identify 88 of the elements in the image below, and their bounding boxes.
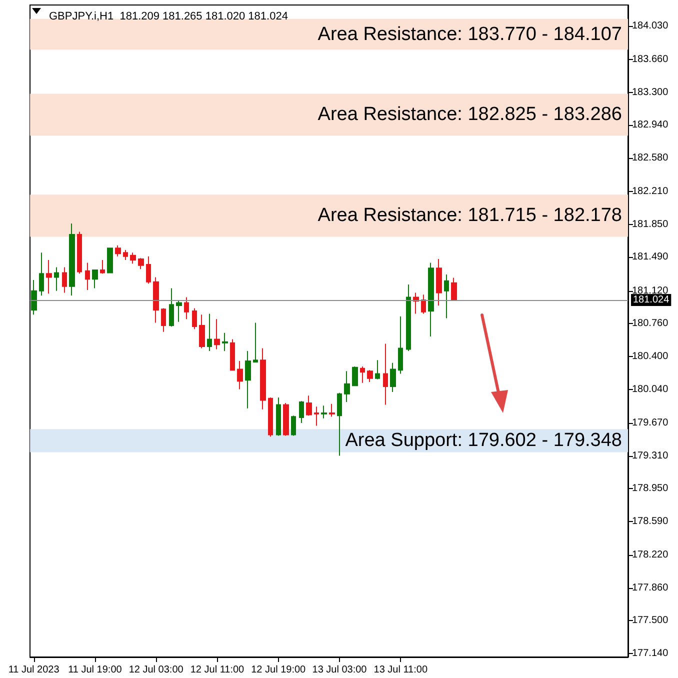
- candlestick: [428, 262, 434, 337]
- y-tick-label: 177.140: [632, 648, 669, 659]
- y-tick-label: 181.490: [632, 252, 669, 263]
- y-tick-label: 182.580: [632, 152, 669, 164]
- text: GBPJPY.i,H1 181.209 181.265 181.020 181.024: [49, 10, 288, 22]
- x-tick-label: 12 Jul 19:00: [251, 664, 306, 676]
- candlestick: [153, 276, 159, 324]
- candlestick: [85, 262, 90, 291]
- y-tick-label: 178.220: [632, 550, 669, 561]
- candlestick: [291, 415, 296, 436]
- candlestick: [62, 266, 67, 294]
- candlestick: [390, 362, 396, 393]
- candlestick: [123, 249, 128, 260]
- candlestick: [77, 231, 82, 274]
- candlestick: [92, 269, 98, 289]
- y-tick-label: 177.860: [632, 582, 669, 594]
- candlestick: [237, 360, 243, 390]
- y-tick-label: 184.030: [632, 20, 669, 32]
- candlestick: [176, 300, 182, 322]
- candlestick: [31, 280, 37, 316]
- band-label: Area Resistance: 183.770 - 184.107: [318, 24, 622, 45]
- y-tick-label: 180.400: [632, 350, 669, 362]
- y-tick-label: 183.300: [632, 86, 669, 98]
- y-tick-label: 183.660: [632, 54, 669, 66]
- candlestick: [436, 258, 442, 306]
- y-tick-label: 180.760: [632, 318, 669, 330]
- candlestick: [329, 403, 335, 418]
- candlestick: [199, 314, 205, 349]
- candlestick: [283, 402, 289, 436]
- candlestick: [344, 370, 350, 403]
- candlestick: [54, 266, 59, 292]
- candlestick: [398, 316, 403, 374]
- y-tick-label: 182.210: [632, 186, 669, 198]
- x-tick-label: 11 Jul 19:00: [68, 664, 122, 676]
- candlestick: [69, 223, 75, 296]
- candlestick: [245, 350, 251, 409]
- candlestick: [276, 396, 281, 436]
- candlestick: [46, 259, 52, 294]
- y-tick-label: 180.040: [632, 384, 669, 395]
- candlestick: [383, 343, 388, 406]
- candlestick: [39, 252, 44, 296]
- candlestick: [299, 400, 304, 424]
- y-tick-label: 179.310: [632, 450, 669, 462]
- candlestick: [306, 395, 312, 416]
- x-tick-label: 12 Jul 03:00: [128, 664, 184, 676]
- candlestick: [230, 338, 235, 371]
- candlestick: [375, 360, 380, 380]
- candlestick: [451, 277, 457, 301]
- band-label: Area Resistance: 181.715 - 182.178: [318, 205, 622, 226]
- candlestick: [406, 284, 411, 352]
- band-label: Area Support: 179.602 - 179.348: [345, 430, 622, 452]
- candlestick: [115, 244, 121, 257]
- candlestick: [321, 405, 327, 419]
- x-tick-label: 13 Jul 03:00: [312, 664, 368, 676]
- candlestick: [444, 274, 449, 319]
- candlestick: [146, 256, 151, 284]
- candlestick: [314, 406, 319, 426]
- ref-line-label: 181.024: [633, 294, 670, 306]
- y-tick-label: 181.120: [632, 285, 669, 296]
- x-tick-label: 11 Jul 2023: [8, 664, 60, 676]
- candlestick: [367, 370, 373, 382]
- candlestick: [253, 322, 258, 362]
- candlestick: [421, 294, 426, 314]
- candlestick: [260, 348, 266, 410]
- candlestick: [100, 259, 105, 274]
- y-tick-label: 177.500: [632, 615, 669, 626]
- candlestick: [169, 288, 174, 327]
- candlestick: [184, 296, 189, 320]
- candlestick: [268, 396, 273, 438]
- y-tick-label: 182.940: [632, 120, 669, 131]
- band-label: Area Resistance: 182.825 - 183.286: [318, 104, 622, 126]
- candlestick: [222, 332, 228, 352]
- candlestick: [352, 366, 358, 386]
- x-tick-label: 12 Jul 11:00: [190, 664, 245, 676]
- candlestick: [130, 252, 136, 264]
- candlestick: [214, 318, 220, 350]
- y-tick-label: 178.590: [632, 516, 669, 527]
- x-tick-label: 13 Jul 11:00: [374, 664, 428, 676]
- candlestick: [192, 308, 197, 330]
- y-tick-label: 179.670: [632, 417, 669, 428]
- candlestick: [337, 392, 342, 456]
- candlestick: [161, 308, 166, 332]
- y-tick-label: 178.950: [632, 483, 669, 494]
- y-tick-label: 181.850: [632, 218, 669, 230]
- candlestick: [207, 313, 212, 352]
- candlestick: [360, 366, 365, 384]
- candlestick: [138, 258, 144, 270]
- candlestick: [107, 248, 113, 274]
